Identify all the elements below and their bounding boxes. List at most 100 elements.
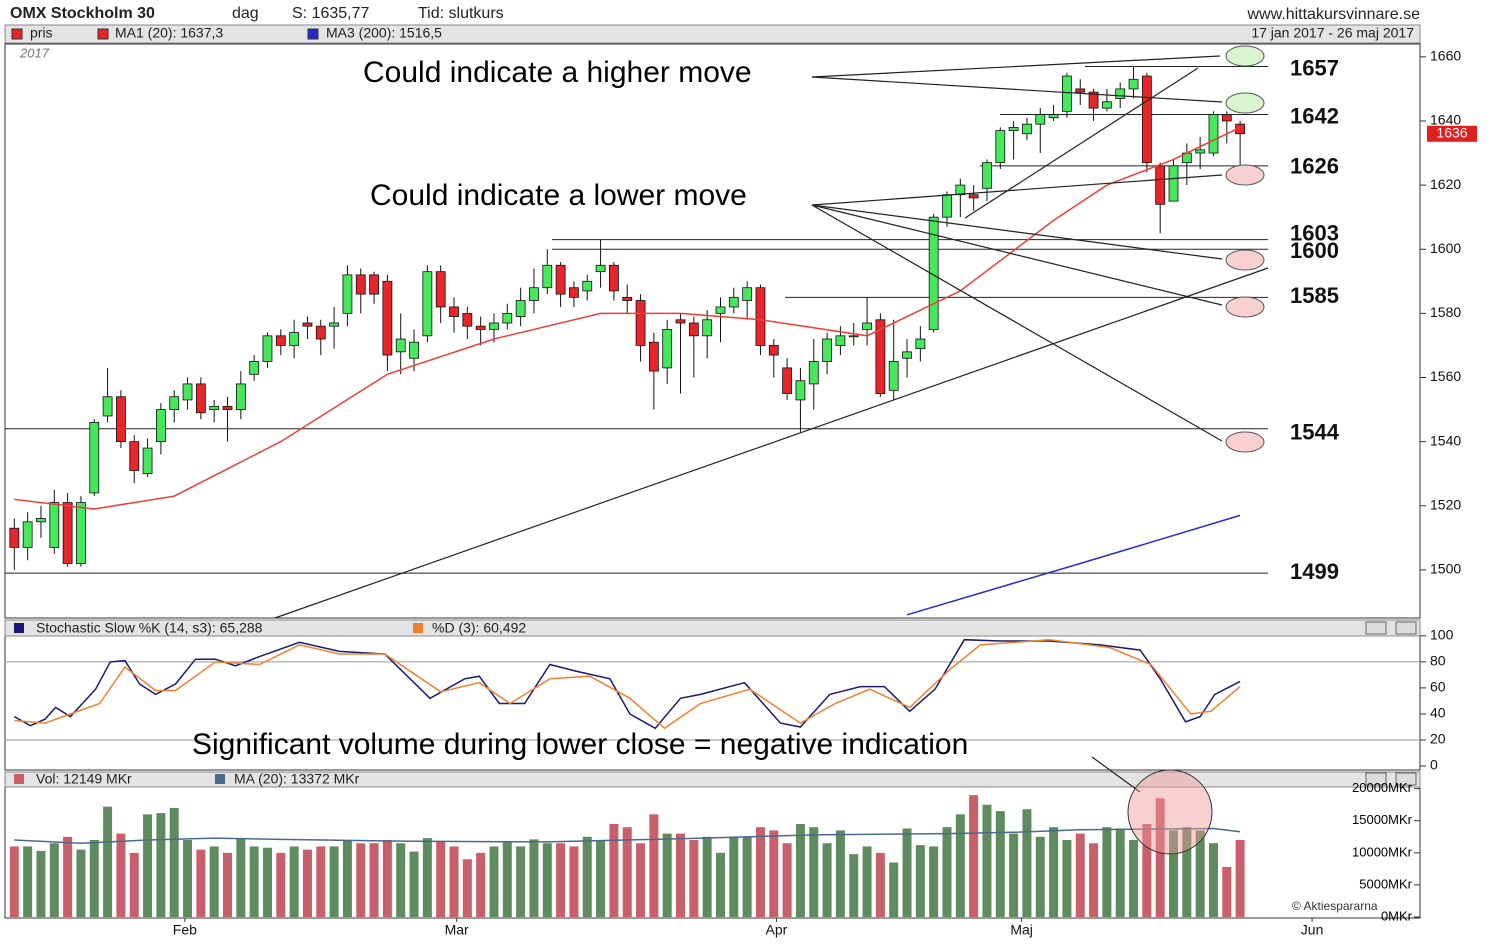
y-tick-label: 1580 [1430, 304, 1461, 320]
y-tick-label: 20 [1430, 731, 1446, 747]
y-tick-label: 15000MKr [1352, 812, 1413, 827]
panel-close[interactable] [1395, 772, 1417, 786]
candle-body [1101, 101, 1112, 109]
candle-body [728, 296, 739, 308]
volume-bar [1182, 827, 1192, 917]
volume-bar [715, 852, 725, 917]
volume-bar [289, 846, 299, 917]
volume-bar [9, 846, 19, 917]
volume-bar [276, 852, 286, 917]
candle-body [915, 338, 926, 350]
volume-bar [636, 843, 646, 917]
y-tick-label: 1660 [1430, 48, 1461, 64]
candle-body [329, 322, 340, 327]
year-label: 2017 [19, 45, 50, 60]
volume-bar [902, 828, 912, 917]
candle-body [569, 287, 579, 298]
volume-bar [942, 827, 952, 917]
candle-body [955, 184, 966, 196]
candle-body [702, 319, 713, 337]
volume-bar [156, 813, 166, 917]
candle-body [222, 405, 233, 410]
candle-body [1048, 114, 1059, 119]
candle-body [195, 383, 206, 414]
volume-bar [516, 846, 526, 917]
volume-bar [1155, 798, 1165, 917]
volume-bar [1129, 840, 1139, 917]
y-tick-label: 80 [1430, 653, 1446, 669]
volume-bar [502, 841, 512, 917]
volume-bar [209, 846, 219, 917]
target-down [1225, 296, 1265, 318]
last-price-text: S: 1635,77 [292, 5, 370, 22]
volume-bar [689, 840, 699, 917]
volume-bar [835, 830, 845, 917]
candle-body [49, 502, 60, 548]
panel-icon[interactable] [1365, 772, 1387, 786]
volume-bar [849, 854, 859, 917]
volume-bar [396, 843, 406, 917]
x-tick-label: Mar [445, 922, 469, 938]
target-down [1225, 164, 1265, 186]
volume-bar [236, 838, 246, 917]
y-tick-label: 1520 [1430, 496, 1461, 512]
candle-body [1062, 75, 1072, 112]
volume-bar [489, 846, 499, 917]
volume-bar [702, 836, 712, 917]
volume-bar [143, 814, 153, 917]
volume-bar [449, 846, 459, 917]
target-circles [1127, 45, 1265, 855]
level-label: 1544 [1290, 420, 1340, 445]
candle-body [36, 518, 46, 523]
volume-bar [1035, 836, 1045, 917]
arrow [811, 55, 1221, 78]
level-label: 1642 [1290, 103, 1339, 128]
legend-swatch [307, 28, 319, 40]
candle-body [209, 405, 220, 410]
series-line [14, 638, 1241, 730]
volume-bar [995, 811, 1005, 917]
candle-body [542, 264, 553, 289]
candle-body [648, 341, 659, 372]
volume-bar [582, 836, 592, 917]
volume-bar [329, 846, 339, 917]
volume-bar [422, 838, 432, 917]
candle-body [782, 367, 793, 394]
annotation: Could indicate a higher move [363, 56, 752, 89]
arrow [811, 174, 1223, 206]
y-tick-label: 5000MKr [1359, 876, 1412, 891]
volume-bar [262, 847, 272, 917]
volume-bar [183, 840, 193, 917]
volume-bar [782, 843, 792, 917]
candle-body [449, 306, 459, 317]
candle-body [1115, 88, 1126, 99]
candle-body [902, 351, 912, 359]
volume-bar [369, 843, 379, 917]
arrow [811, 204, 1223, 260]
candle-body [142, 447, 153, 475]
volume-bar [1049, 827, 1059, 917]
candle-body [768, 345, 779, 356]
candle-body [742, 287, 753, 301]
volume-bar [249, 846, 259, 917]
candle-body [62, 502, 73, 564]
candle-body [262, 335, 273, 362]
volume-bar [755, 827, 765, 917]
volume-bar [1075, 833, 1085, 917]
volume-bar [49, 843, 59, 917]
volume-bar [662, 833, 672, 917]
panel-icon[interactable] [1365, 621, 1387, 635]
volume-header [4, 771, 1421, 788]
y-tick-label: 1500 [1430, 561, 1461, 577]
candle-body [1221, 114, 1232, 122]
candle-body [1022, 123, 1032, 135]
candle-body [1035, 114, 1046, 125]
y-tick-label: 1640 [1430, 112, 1461, 128]
y-tick-label: 40 [1430, 705, 1446, 721]
volume-bar [89, 840, 99, 917]
volume-highlight [1127, 769, 1213, 855]
series-line [906, 514, 1241, 616]
legend-swatch [14, 774, 24, 784]
panel-close[interactable] [1395, 621, 1417, 635]
volume-bar [556, 843, 566, 917]
